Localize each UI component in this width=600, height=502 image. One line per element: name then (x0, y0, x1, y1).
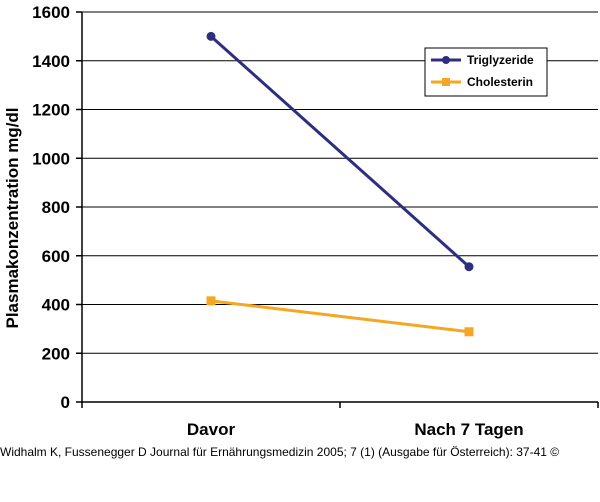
y-tick-label: 800 (42, 198, 70, 217)
y-tick-label: 400 (42, 296, 70, 315)
x-category-labels: Davor Nach 7 Tagen (187, 420, 524, 439)
data-series (206, 31, 474, 337)
legend-label: Cholesterin (467, 75, 533, 89)
y-axis-label: Plasmakonzentration mg/dl (3, 107, 22, 328)
y-tick-labels: 0 200 400 600 800 1000 1200 1400 1600 (32, 3, 70, 412)
y-tick-label: 0 (61, 393, 70, 412)
y-tick-label: 200 (42, 344, 70, 363)
legend-box (424, 47, 548, 97)
y-tick-label: 600 (42, 247, 70, 266)
legend: Triglyzeride Cholesterin (424, 47, 548, 97)
legend-entry: Cholesterin (431, 75, 533, 89)
series-triglyzeride (206, 31, 474, 272)
data-point (206, 31, 216, 41)
gridlines (82, 11, 598, 354)
source-caption: Widhalm K, Fussenegger D Journal für Ern… (0, 445, 560, 459)
data-point (464, 327, 474, 337)
data-point (464, 262, 474, 272)
series-cholesterin (206, 296, 474, 337)
axes (76, 11, 599, 408)
legend-entry: Triglyzeride (431, 53, 534, 67)
x-category-label: Davor (187, 420, 236, 439)
y-tick-label: 1200 (32, 101, 70, 120)
legend-marker (442, 78, 450, 86)
data-point (206, 296, 216, 306)
line-chart: 0 200 400 600 800 1000 1200 1400 1600 Davor Nach … (3, 3, 599, 439)
y-tick-label: 1600 (32, 3, 70, 22)
legend-marker (442, 56, 450, 64)
series-line (210, 299, 470, 334)
legend-label: Triglyzeride (467, 53, 534, 67)
y-tick-label: 1400 (32, 52, 70, 71)
x-category-label: Nach 7 Tagen (414, 420, 523, 439)
y-tick-label: 1000 (32, 149, 70, 168)
series-line (210, 35, 470, 268)
